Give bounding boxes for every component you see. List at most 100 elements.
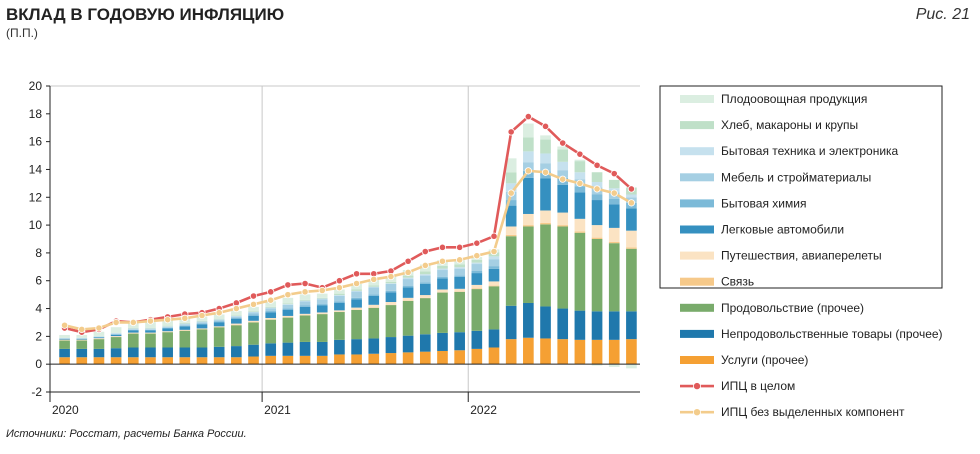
bar-segment bbox=[282, 304, 294, 309]
bar-segment bbox=[368, 295, 380, 305]
bar-segment bbox=[454, 275, 465, 277]
bar-segment bbox=[591, 364, 603, 366]
line-point bbox=[421, 247, 429, 256]
line-point bbox=[129, 318, 137, 327]
bar-segment bbox=[179, 324, 191, 326]
y-tick-label: 18 bbox=[29, 107, 43, 121]
bar-segment bbox=[299, 301, 311, 306]
y-tick-label: 20 bbox=[29, 79, 43, 93]
bar-segment bbox=[402, 275, 414, 278]
bar-segment bbox=[471, 284, 483, 289]
bar-segment bbox=[419, 298, 431, 335]
bar-segment bbox=[608, 311, 620, 340]
bar-segment bbox=[488, 268, 500, 282]
bar-segment bbox=[540, 338, 551, 365]
bar-segment bbox=[76, 338, 88, 340]
bar-segment bbox=[557, 161, 569, 171]
bar-segment bbox=[454, 267, 465, 269]
chart-title: ВКЛАД В ГОДОВУЮ ИНФЛЯЦИЮ bbox=[6, 5, 285, 24]
bar-segment bbox=[248, 311, 259, 312]
bar-segment bbox=[248, 312, 259, 315]
legend-label: Непродовольственные товары (прочее) bbox=[721, 327, 943, 341]
legend-label: Легковые автомобили bbox=[721, 223, 844, 237]
line-point bbox=[335, 277, 344, 285]
bar-segment bbox=[110, 327, 122, 333]
bar-segment bbox=[299, 315, 311, 342]
bar-segment bbox=[179, 347, 191, 358]
bar-segment bbox=[419, 295, 431, 298]
bar-segment bbox=[265, 308, 277, 312]
bar-segment bbox=[59, 334, 70, 338]
bar-segment bbox=[608, 364, 620, 367]
bar-segment bbox=[523, 302, 534, 338]
bar-segment bbox=[385, 305, 397, 338]
line-point bbox=[524, 167, 532, 175]
bar-segment bbox=[196, 324, 208, 329]
bar-segment bbox=[402, 279, 414, 287]
bar-segment bbox=[316, 304, 328, 306]
bar-segment bbox=[76, 339, 88, 341]
bar-segment bbox=[162, 347, 173, 358]
bar-segment bbox=[334, 293, 345, 296]
bar-segment bbox=[488, 285, 500, 287]
bar-segment bbox=[213, 327, 225, 347]
bar-segment bbox=[351, 339, 362, 355]
figure-number: Рис. 21 bbox=[915, 6, 970, 23]
line-point bbox=[249, 292, 258, 300]
line-point bbox=[215, 309, 223, 317]
bar-segment bbox=[282, 317, 294, 343]
bar-segment bbox=[127, 329, 139, 331]
bar-segment bbox=[162, 326, 173, 328]
bar-segment bbox=[523, 225, 534, 227]
bar-segment bbox=[505, 200, 517, 206]
bar-segment bbox=[265, 312, 277, 318]
bar-segment bbox=[265, 355, 277, 365]
bar-segment bbox=[316, 299, 328, 305]
bar-segment bbox=[145, 327, 156, 329]
bar-segment bbox=[110, 334, 122, 337]
bar-segment bbox=[162, 357, 173, 365]
bar-segment bbox=[608, 339, 620, 365]
line-point bbox=[559, 139, 567, 147]
bar-segment bbox=[419, 283, 431, 296]
bar-segment bbox=[540, 139, 551, 154]
bar-segment bbox=[145, 330, 156, 333]
bar-segment bbox=[557, 339, 569, 365]
bar-segment bbox=[368, 353, 380, 365]
bar-segment bbox=[196, 323, 208, 325]
line-point bbox=[198, 311, 206, 320]
bar-segment bbox=[523, 137, 534, 152]
bar-segment bbox=[316, 305, 328, 313]
bar-segment bbox=[299, 299, 311, 301]
bar-segment bbox=[110, 333, 122, 335]
y-tick-label: 16 bbox=[29, 135, 43, 149]
bar-segment bbox=[385, 281, 397, 284]
bar-segment bbox=[196, 347, 208, 358]
bar-segment bbox=[471, 273, 483, 285]
bar-segment bbox=[127, 332, 139, 334]
bar-segment bbox=[316, 355, 328, 365]
y-tick-label: 2 bbox=[35, 329, 42, 343]
bar-segment bbox=[265, 311, 277, 313]
bar-segment bbox=[351, 291, 362, 298]
bar-segment bbox=[127, 327, 139, 329]
y-tick-label: 4 bbox=[35, 302, 42, 316]
bar-segment bbox=[231, 357, 242, 365]
bar-segment bbox=[93, 337, 105, 339]
line-point bbox=[576, 179, 584, 187]
bar-segment bbox=[437, 350, 448, 365]
line-point bbox=[438, 257, 447, 265]
bar-segment bbox=[282, 303, 294, 305]
chart-bars bbox=[59, 123, 637, 369]
bar-segment bbox=[471, 288, 483, 290]
bar-segment bbox=[626, 311, 637, 340]
legend-label: Услуги (прочее) bbox=[721, 353, 808, 367]
line-point bbox=[627, 185, 636, 193]
bar-segment bbox=[299, 294, 311, 300]
bar-segment bbox=[93, 348, 105, 358]
bar-segment bbox=[385, 283, 397, 291]
bar-segment bbox=[454, 291, 465, 333]
bar-segment bbox=[608, 179, 620, 189]
